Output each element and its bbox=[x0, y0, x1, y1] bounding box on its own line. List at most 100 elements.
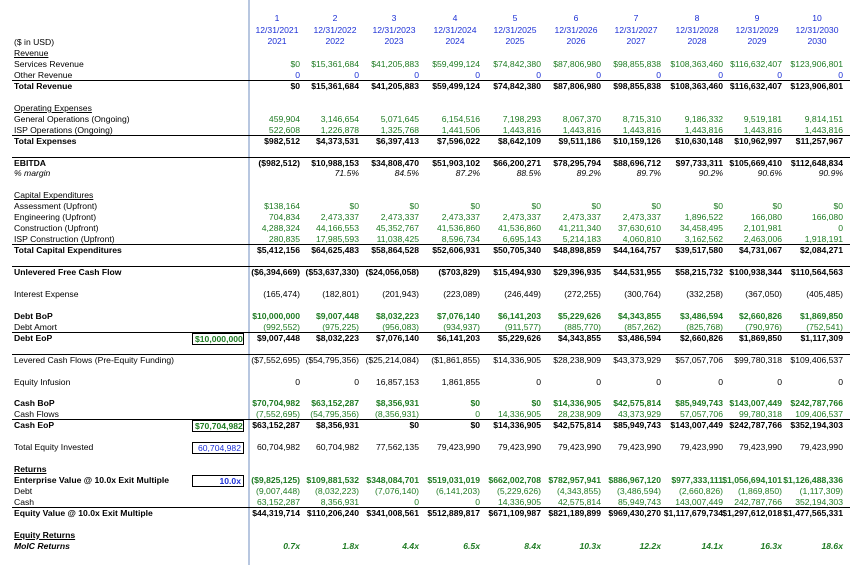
value-cell[interactable]: (3,486,594) bbox=[617, 486, 661, 496]
value-cell[interactable]: $519,031,019 bbox=[427, 475, 480, 486]
value-cell[interactable]: ($6,394,669) bbox=[251, 267, 300, 277]
value-cell[interactable]: 0 bbox=[718, 69, 723, 80]
value-cell[interactable]: $59,499,124 bbox=[432, 58, 480, 69]
value-cell[interactable]: 34,458,495 bbox=[679, 223, 723, 234]
value-cell[interactable]: 41,536,860 bbox=[436, 223, 480, 234]
value-cell[interactable]: $10,988,153 bbox=[311, 157, 359, 168]
value-cell[interactable]: 0 bbox=[777, 69, 782, 80]
value-cell[interactable]: $2,660,826 bbox=[738, 310, 782, 321]
value-cell[interactable]: $8,032,223 bbox=[375, 310, 419, 321]
value-cell[interactable]: 704,834 bbox=[268, 212, 300, 223]
value-cell[interactable]: (2,660,826) bbox=[679, 486, 723, 496]
value-cell[interactable]: $4,343,855 bbox=[617, 310, 661, 321]
value-cell[interactable]: $0 bbox=[409, 201, 419, 212]
value-cell[interactable]: $1,477,565,331 bbox=[783, 507, 843, 518]
value-cell[interactable]: $98,855,838 bbox=[613, 80, 661, 91]
value-cell[interactable]: 0 bbox=[596, 69, 601, 80]
value-cell[interactable]: 459,904 bbox=[268, 113, 300, 124]
value-cell[interactable]: $44,319,714 bbox=[252, 507, 300, 518]
value-cell[interactable]: 0 bbox=[414, 496, 419, 507]
input-cell[interactable]: $10,000,000 bbox=[192, 332, 244, 345]
period-year[interactable]: 2022 bbox=[325, 36, 345, 46]
value-cell[interactable]: 522,608 bbox=[268, 124, 300, 135]
period-year[interactable]: 2027 bbox=[626, 36, 646, 46]
value-cell[interactable]: (752,541) bbox=[806, 321, 843, 332]
value-cell[interactable]: 18.6x bbox=[821, 540, 843, 551]
value-cell[interactable]: (8,356,931) bbox=[375, 409, 419, 420]
value-cell[interactable]: $352,194,303 bbox=[790, 420, 843, 431]
value-cell[interactable]: $1,117,679,734 bbox=[663, 507, 723, 518]
value-cell[interactable]: (367,050) bbox=[745, 288, 782, 299]
value-cell[interactable]: (975,225) bbox=[322, 321, 359, 332]
value-cell[interactable]: 71.5% bbox=[334, 168, 359, 179]
value-cell[interactable]: $98,855,838 bbox=[613, 58, 661, 69]
value-cell[interactable]: ($982,512) bbox=[258, 157, 300, 168]
value-cell[interactable]: $87,806,980 bbox=[553, 58, 601, 69]
row-label[interactable]: Levered Cash Flows (Pre-Equity Funding) bbox=[14, 354, 175, 365]
value-cell[interactable]: $100,938,344 bbox=[729, 267, 782, 277]
row-label[interactable]: Services Revenue bbox=[14, 58, 84, 69]
value-cell[interactable]: (9,007,448) bbox=[256, 486, 300, 496]
value-cell[interactable]: 87.2% bbox=[455, 168, 480, 179]
row-label[interactable]: Enterprise Value @ 10.0x Exit Multiple bbox=[14, 475, 170, 486]
value-cell[interactable]: 28,238,909 bbox=[557, 409, 601, 420]
row-label[interactable]: Equity Returns bbox=[14, 529, 76, 540]
value-cell[interactable]: 99,780,318 bbox=[738, 409, 782, 420]
period-date[interactable]: 12/31/2025 bbox=[493, 25, 537, 35]
value-cell[interactable]: $6,141,203 bbox=[497, 310, 541, 321]
value-cell[interactable]: 3,162,562 bbox=[684, 234, 723, 245]
value-cell[interactable]: $4,731,067 bbox=[738, 245, 782, 256]
value-cell[interactable]: $70,704,982 bbox=[252, 398, 300, 409]
row-label[interactable]: Debt bbox=[14, 486, 33, 496]
row-label[interactable]: Other Revenue bbox=[14, 69, 73, 80]
value-cell[interactable]: 8,715,310 bbox=[622, 113, 661, 124]
value-cell[interactable]: $4,343,855 bbox=[557, 332, 601, 343]
value-cell[interactable]: 143,007,449 bbox=[675, 496, 723, 507]
value-cell[interactable]: 9,186,332 bbox=[684, 113, 723, 124]
value-cell[interactable]: $0 bbox=[713, 201, 723, 212]
value-cell[interactable]: $109,406,537 bbox=[790, 354, 843, 365]
value-cell[interactable]: ($24,056,058) bbox=[365, 267, 419, 277]
value-cell[interactable]: (332,258) bbox=[686, 288, 723, 299]
value-cell[interactable]: $0 bbox=[591, 201, 601, 212]
value-cell[interactable]: $8,356,931 bbox=[315, 420, 359, 431]
value-cell[interactable]: ($53,637,330) bbox=[305, 267, 359, 277]
value-cell[interactable]: 0 bbox=[656, 376, 661, 387]
value-cell[interactable]: 89.7% bbox=[636, 168, 661, 179]
value-cell[interactable]: 88.5% bbox=[516, 168, 541, 179]
value-cell[interactable]: 1.8x bbox=[342, 540, 359, 551]
value-cell[interactable]: 0 bbox=[718, 376, 723, 387]
row-label[interactable]: Capital Expenditures bbox=[14, 190, 94, 201]
value-cell[interactable]: $52,606,931 bbox=[432, 245, 480, 256]
value-cell[interactable]: $44,164,757 bbox=[613, 245, 661, 256]
value-cell[interactable]: (825,768) bbox=[686, 321, 723, 332]
period-date[interactable]: 12/31/2028 bbox=[675, 25, 719, 35]
value-cell[interactable]: 8.4x bbox=[524, 540, 541, 551]
value-cell[interactable]: $43,373,929 bbox=[613, 354, 661, 365]
value-cell[interactable]: (857,262) bbox=[624, 321, 661, 332]
value-cell[interactable]: 79,423,990 bbox=[738, 442, 782, 453]
value-cell[interactable]: 1,443,816 bbox=[684, 124, 723, 135]
value-cell[interactable]: $0 bbox=[290, 58, 300, 69]
row-label[interactable]: Construction (Upfront) bbox=[14, 223, 99, 234]
value-cell[interactable]: (934,937) bbox=[443, 321, 480, 332]
value-cell[interactable]: $87,806,980 bbox=[553, 80, 601, 91]
value-cell[interactable]: $112,648,834 bbox=[790, 157, 843, 168]
value-cell[interactable]: $99,780,318 bbox=[734, 354, 782, 365]
value-cell[interactable]: $108,363,460 bbox=[670, 58, 723, 69]
value-cell[interactable]: 1,226,878 bbox=[320, 124, 359, 135]
period-date[interactable]: 12/31/2022 bbox=[313, 25, 357, 35]
value-cell[interactable]: $15,494,930 bbox=[493, 267, 541, 277]
period-date[interactable]: 12/31/2024 bbox=[433, 25, 477, 35]
value-cell[interactable]: $0 bbox=[470, 398, 480, 409]
value-cell[interactable]: (182,801) bbox=[322, 288, 359, 299]
value-cell[interactable]: (7,552,695) bbox=[256, 409, 300, 420]
value-cell[interactable]: 41,536,860 bbox=[497, 223, 541, 234]
value-cell[interactable]: 0 bbox=[475, 409, 480, 420]
row-label[interactable]: Revenue bbox=[14, 48, 49, 58]
value-cell[interactable]: $821,189,899 bbox=[548, 507, 601, 518]
value-cell[interactable]: $7,596,022 bbox=[436, 135, 480, 146]
value-cell[interactable]: 60,704,982 bbox=[256, 442, 300, 453]
value-cell[interactable]: 8,596,734 bbox=[441, 234, 480, 245]
value-cell[interactable]: 2,473,337 bbox=[562, 212, 601, 223]
